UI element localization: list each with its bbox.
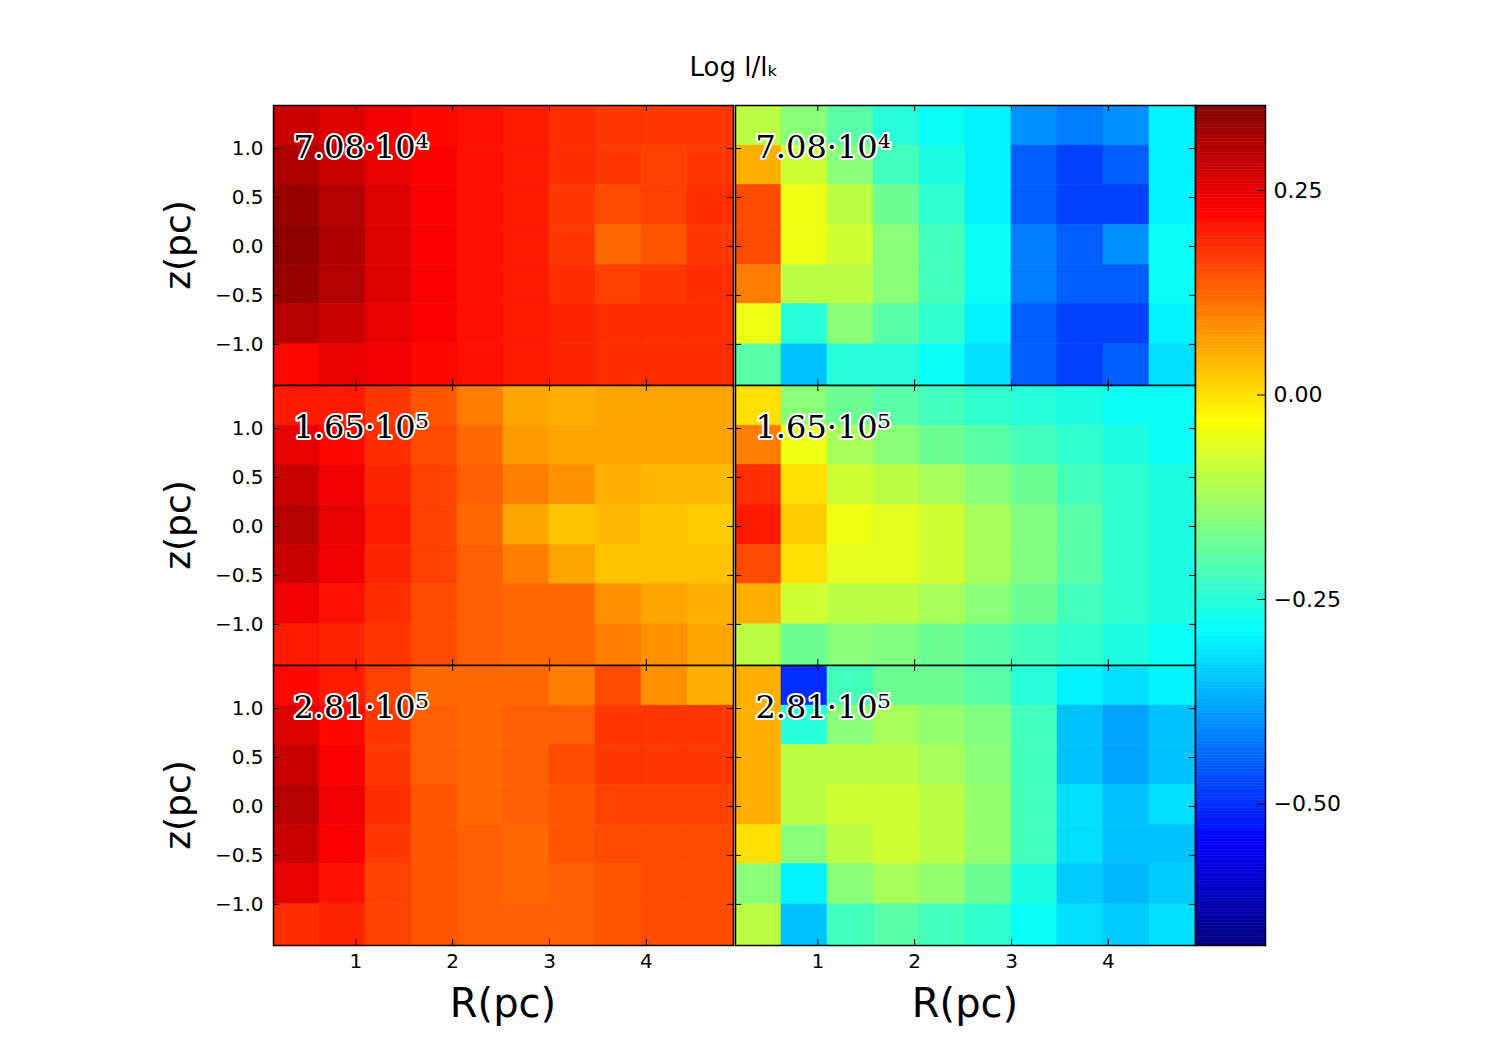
svg-text:4: 4 bbox=[640, 949, 653, 973]
svg-text:0.5: 0.5 bbox=[232, 185, 264, 209]
svg-text:−0.5: −0.5 bbox=[215, 563, 264, 587]
svg-text:2: 2 bbox=[908, 949, 921, 973]
svg-text:−0.5: −0.5 bbox=[215, 283, 264, 307]
svg-text:−0.50: −0.50 bbox=[1274, 791, 1341, 816]
svg-text:1.65·10⁵: 1.65·10⁵ bbox=[294, 408, 429, 446]
svg-text:1.65·10⁵: 1.65·10⁵ bbox=[756, 408, 891, 446]
html-text:z(pc): z(pc) bbox=[157, 760, 198, 850]
svg-text:−1.0: −1.0 bbox=[215, 612, 264, 636]
svg-text:2.81·10⁵: 2.81·10⁵ bbox=[756, 688, 891, 726]
svg-text:0.0: 0.0 bbox=[232, 234, 264, 258]
svg-text:0.5: 0.5 bbox=[232, 465, 264, 489]
svg-text:1.0: 1.0 bbox=[232, 136, 264, 160]
svg-text:−0.25: −0.25 bbox=[1274, 587, 1341, 612]
svg-text:0.5: 0.5 bbox=[232, 745, 264, 769]
svg-text:1.0: 1.0 bbox=[232, 696, 264, 720]
svg-text:1: 1 bbox=[349, 949, 362, 973]
svg-text:2: 2 bbox=[446, 949, 459, 973]
svg-text:−0.5: −0.5 bbox=[215, 843, 264, 867]
svg-text:−1.0: −1.0 bbox=[215, 892, 264, 916]
svg-text:1.0: 1.0 bbox=[232, 416, 264, 440]
svg-text:0.0: 0.0 bbox=[232, 514, 264, 538]
svg-text:7.08·10⁴: 7.08·10⁴ bbox=[294, 128, 429, 166]
svg-text:0.25: 0.25 bbox=[1274, 178, 1323, 203]
html-text:R(pc): R(pc) bbox=[911, 980, 1019, 1026]
svg-text:7.08·10⁴: 7.08·10⁴ bbox=[756, 128, 891, 166]
svg-text:−1.0: −1.0 bbox=[215, 332, 264, 356]
svg-text:0.0: 0.0 bbox=[232, 794, 264, 818]
svg-text:4: 4 bbox=[1102, 949, 1115, 973]
html-text:z(pc): z(pc) bbox=[157, 200, 198, 290]
svg-text:3: 3 bbox=[543, 949, 556, 973]
svg-text:3: 3 bbox=[1005, 949, 1018, 973]
svg-text:2.81·10⁵: 2.81·10⁵ bbox=[294, 688, 429, 726]
svg-text:1: 1 bbox=[811, 949, 824, 973]
html-text:z(pc): z(pc) bbox=[157, 480, 198, 570]
svg-text:0.00: 0.00 bbox=[1274, 382, 1323, 407]
html-text:Log l/lₖ: Log l/lₖ bbox=[689, 52, 779, 82]
html-text:R(pc): R(pc) bbox=[449, 980, 557, 1026]
